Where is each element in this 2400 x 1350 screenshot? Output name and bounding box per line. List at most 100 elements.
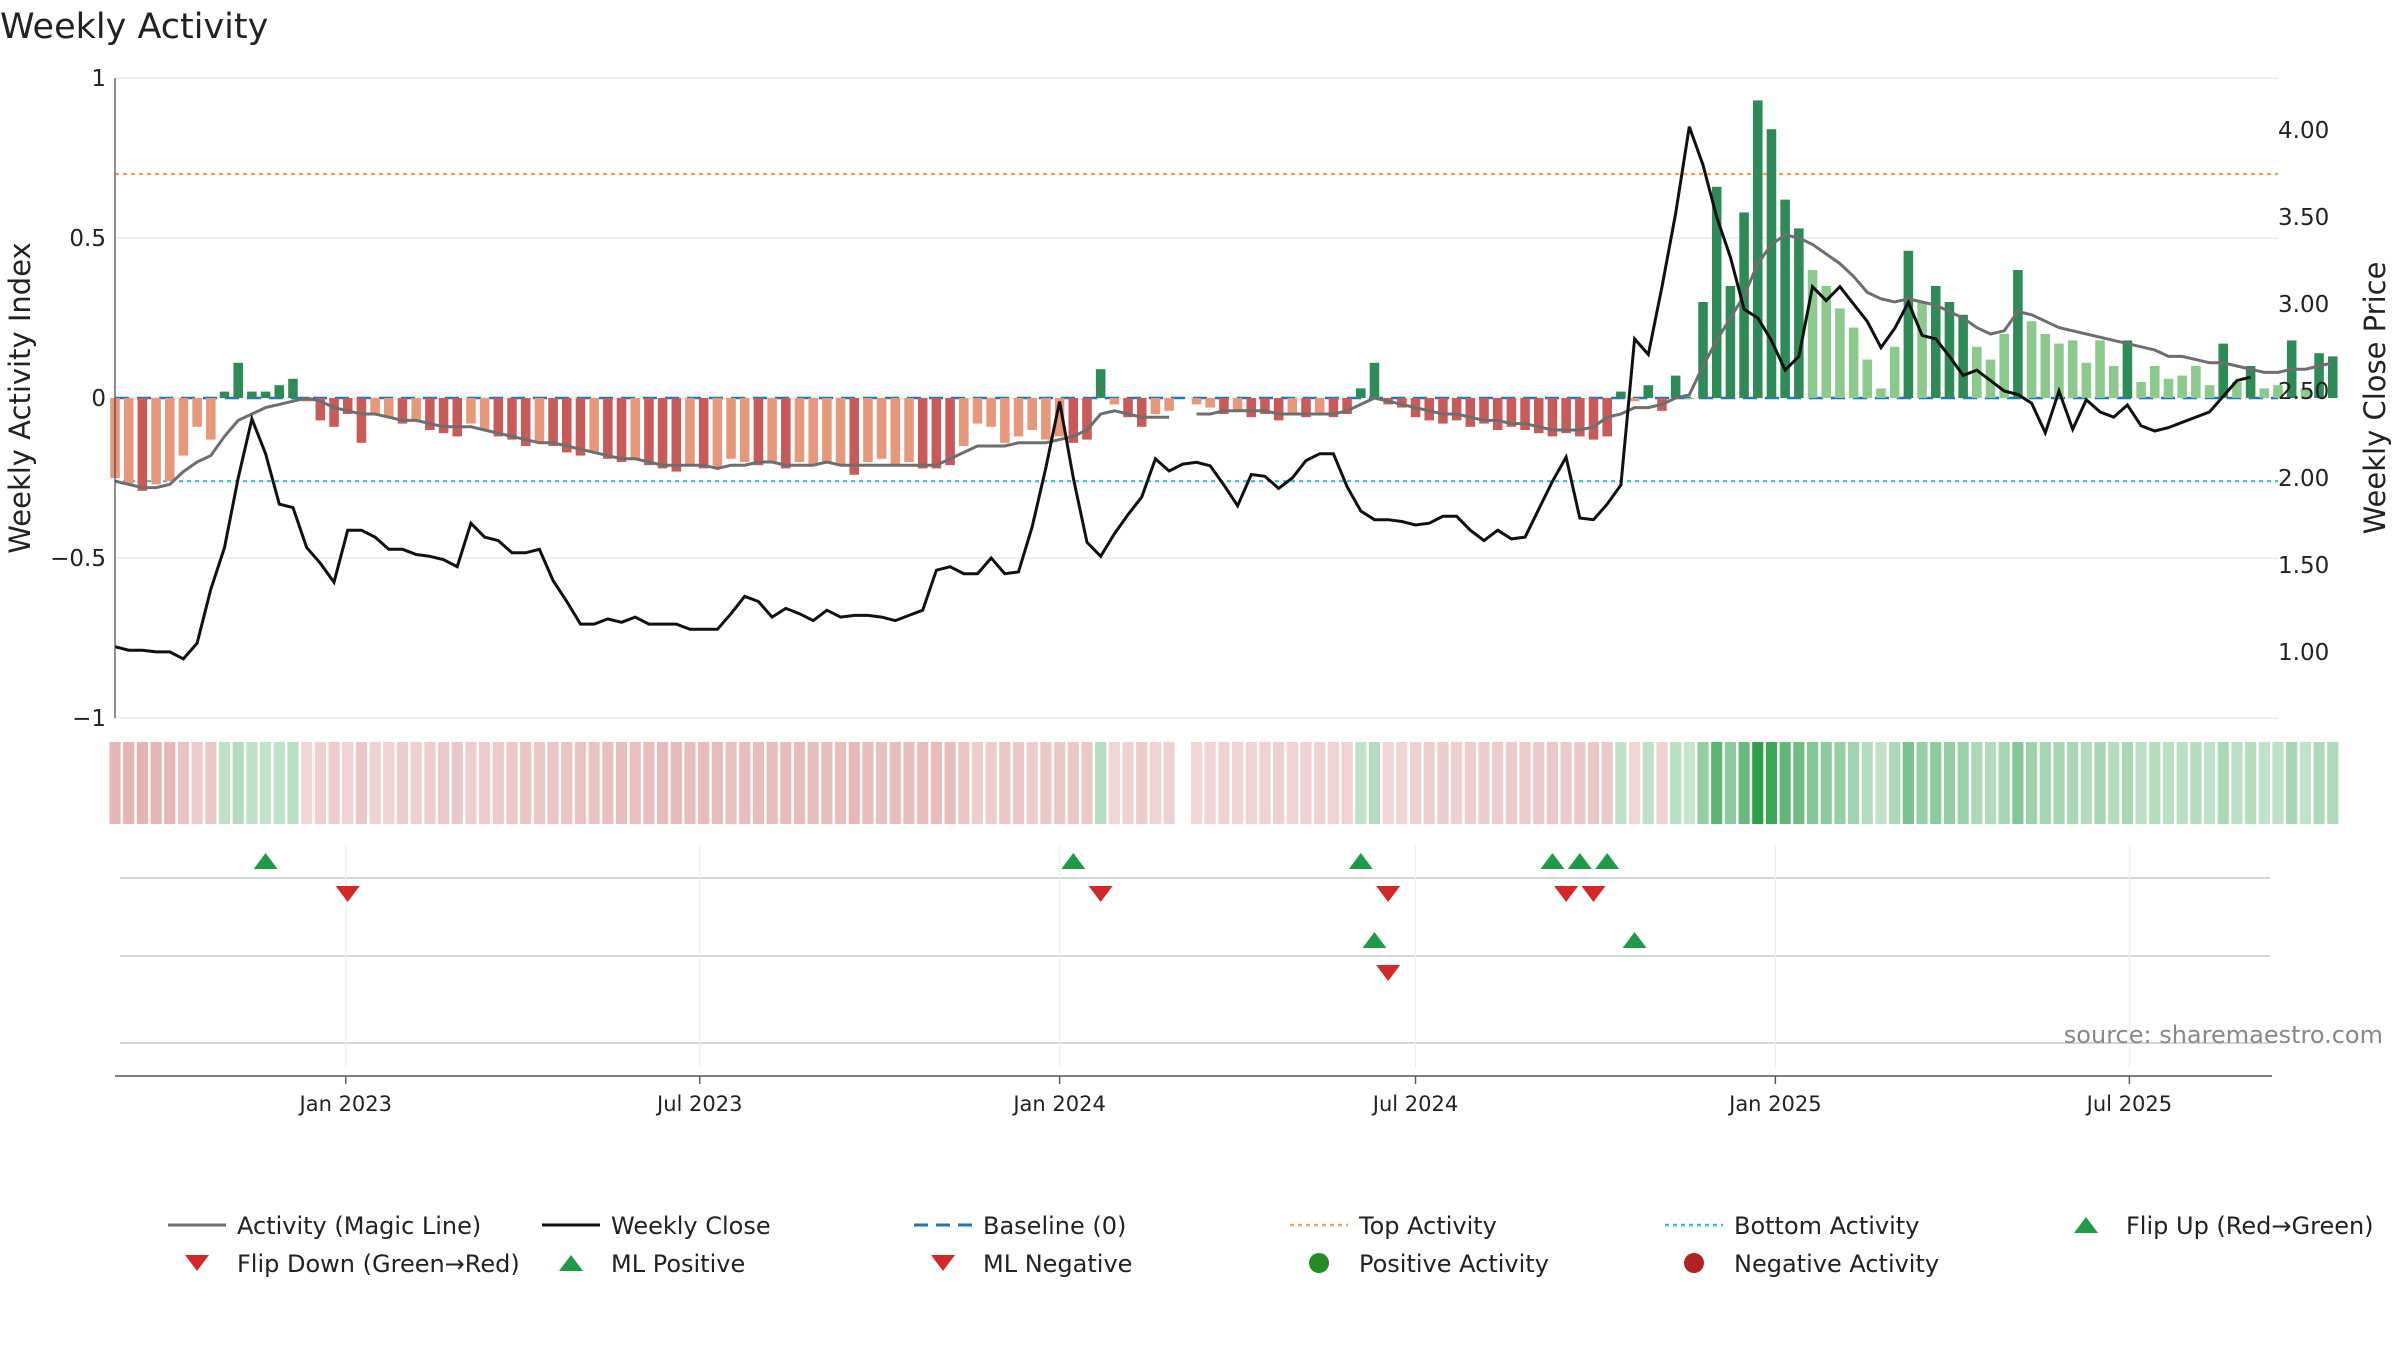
heat-cell [793,742,806,824]
activity-bar [1123,398,1133,418]
activity-bar [247,391,257,398]
heat-cell [971,742,984,824]
activity-bar [1903,250,1914,398]
activity-bar [1260,398,1270,414]
heat-cell [2258,742,2270,824]
heat-cell [520,742,532,824]
activity-bar [986,398,996,427]
flip-up-marker [1540,853,1565,869]
activity-bar [1506,398,1517,427]
heat-cell [260,742,272,824]
activity-bar [2204,385,2215,398]
y2-tick-label: 2.50 [2278,379,2329,405]
activity-bar [2067,340,2078,398]
activity-bar [1109,398,1120,405]
heat-cell [301,742,313,824]
heat-cell [1861,742,1873,824]
activity-bar [1520,398,1530,430]
activity-bar [192,398,202,427]
heat-cell [1670,742,1682,824]
source-note: source: sharemaestro.com [2064,1021,2383,1049]
activity-bar [1424,398,1435,421]
activity-bar [2163,378,2174,398]
activity-bar [1944,302,1955,398]
heat-cell [1492,742,1504,824]
activity-bar [616,398,627,462]
activity-bar [466,398,476,424]
activity-bar [917,398,928,469]
legend-swatch [559,1255,583,1271]
activity-bar [1533,398,1544,434]
activity-bar [1588,398,1599,440]
heat-cell [1546,742,1559,824]
heat-cell [2135,742,2147,824]
activity-bar [835,398,846,466]
y-axis-label: Weekly Activity Index [3,242,37,553]
heat-cell [205,742,217,824]
activity-bar [1082,398,1092,440]
activity-bar [1219,398,1229,414]
y-tick-label: −1 [72,706,106,732]
heat-cell [2327,742,2339,824]
activity-bar [425,398,435,430]
activity-bar [1711,186,1722,398]
heat-cell [1327,742,1339,824]
activity-bar [671,398,682,472]
heat-cell [1711,742,1723,824]
heat-cell [1765,742,1778,824]
activity-bar [1150,398,1161,414]
activity-bar [2108,366,2119,398]
activity-bar [1369,362,1380,398]
activity-bar [863,398,873,462]
y-tick-label: −0.5 [50,546,106,572]
heat-cell [1601,742,1613,824]
activity-bar [1999,334,2009,398]
activity-bar [630,398,640,459]
heat-cell [1095,742,1107,824]
activity-bar [2026,321,2037,398]
activity-bar [2040,334,2051,398]
heat-cell [602,742,614,824]
heat-cell [465,742,477,824]
activity-bar [1054,398,1065,437]
activity-bar [945,398,955,466]
heat-cell [177,742,190,824]
ml-negative-marker [1376,965,1401,981]
weekly-close-line [114,126,2251,661]
activity-bar [1753,100,1763,399]
heat-cell [629,742,641,824]
heat-cell [848,742,860,824]
activity-bar [822,398,832,462]
activity-bar [1561,398,1571,434]
activity-bar [548,398,558,446]
heat-cell [218,742,231,824]
heat-cell [547,742,559,824]
activity-bar [1821,286,1832,398]
heat-cell [1724,742,1736,824]
heat-cell [1382,742,1394,824]
heat-cell [561,742,573,824]
heat-cell [944,742,956,824]
legend-label: Bottom Activity [1734,1212,1919,1240]
activity-bar [356,398,367,443]
heat-cell [451,742,463,824]
activity-bar [589,398,599,453]
activity-bar [1246,398,1257,418]
activity-bar [219,391,230,398]
heat-cell [2190,742,2202,824]
date-tick-label: Jul 2025 [2085,1092,2172,1116]
heat-cell [2176,742,2188,824]
activity-bar [1547,398,1558,437]
heat-cell [1054,742,1066,824]
heat-cell [1642,742,1654,824]
heat-cell [1820,742,1832,824]
y2-tick-label: 3.50 [2278,205,2329,231]
activity-bar [644,398,654,466]
activity-bar [329,398,339,427]
heat-cell [1231,742,1244,824]
heat-cell [1587,742,1600,824]
activity-bar [1848,327,1859,398]
activity-bar [260,391,271,398]
legend-label: Activity (Magic Line) [237,1212,481,1240]
